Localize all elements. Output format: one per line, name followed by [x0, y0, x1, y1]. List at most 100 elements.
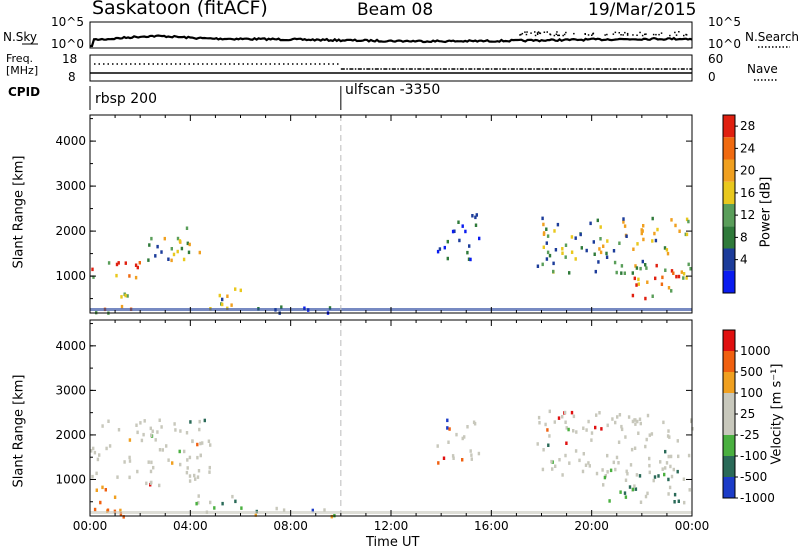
- power-echo-cell: [178, 239, 182, 243]
- power-echo-cell: [163, 236, 166, 241]
- velocity-echo-cell: [590, 438, 593, 442]
- velocity-echo-cell: [254, 513, 257, 517]
- velocity-echo-cell: [209, 500, 212, 505]
- velocity-echo-cell: [624, 478, 628, 482]
- power-echo-cell: [446, 256, 449, 261]
- velocity-echo-cell: [611, 417, 614, 421]
- power-echo-cell: [685, 276, 688, 280]
- velocity-colorbar-segment: [723, 456, 735, 477]
- power-echo-cell: [136, 265, 139, 270]
- power-echo-cell: [641, 259, 644, 264]
- velocity-echo-cell: [101, 424, 104, 428]
- velocity-echo-cell: [461, 436, 464, 441]
- velocity-echo-cell: [196, 455, 199, 460]
- power-echo-cell: [160, 250, 163, 254]
- velocity-echo-cell: [561, 415, 564, 419]
- velocity-echo-cell: [188, 455, 192, 460]
- power-echo-cell: [457, 220, 460, 224]
- velocity-echo-cell: [330, 514, 333, 519]
- noise-sky-label: N.Sky: [3, 30, 38, 44]
- velocity-echo-cell: [185, 431, 189, 435]
- power-echo-cell: [574, 257, 577, 261]
- velocity-echo-cell: [672, 467, 675, 472]
- velocity-echo-cell: [614, 420, 617, 425]
- power-echo-cell: [554, 248, 558, 252]
- velocity-echo-cell: [183, 449, 186, 454]
- noise-search-point: [557, 34, 559, 37]
- velocity-echo-cell: [587, 461, 590, 465]
- velocity-echo-cell: [446, 418, 449, 423]
- velocity-echo-cell: [470, 453, 473, 457]
- power-echo-cell: [542, 232, 546, 236]
- velocity-echo-cell: [145, 481, 148, 486]
- power-echo-cell: [156, 244, 159, 249]
- velocity-echo-cell: [648, 456, 651, 461]
- power-echo-cell: [176, 236, 180, 241]
- velocity-echo-cell: [451, 454, 455, 458]
- velocity-echo-cell: [578, 458, 581, 463]
- power-echo-cell: [468, 244, 471, 248]
- noise-search-point: [669, 34, 671, 37]
- power-echo-cell: [639, 266, 642, 271]
- velocity-echo-cell: [648, 463, 651, 468]
- velocity-echo-cell: [203, 418, 206, 423]
- noise-search-point: [644, 33, 646, 36]
- velocity-echo-cell: [570, 410, 574, 415]
- velocity-echo-cell: [631, 487, 635, 492]
- power-echo-cell: [154, 254, 157, 258]
- velocity-echo-cell: [683, 500, 686, 505]
- power-echo-cell: [585, 248, 588, 253]
- power-echo-cell: [605, 251, 608, 256]
- velocity-echo-cell: [644, 494, 648, 499]
- velocity-colorbar-tick-label: 100: [740, 386, 763, 400]
- noise-search-point: [660, 32, 663, 34]
- power-echo-cell: [552, 269, 555, 274]
- velocity-echo-cell: [565, 441, 568, 445]
- power-echo-cell: [474, 223, 478, 227]
- power-echo-cell: [280, 305, 283, 309]
- power-echo-cell: [150, 236, 153, 241]
- velocity-echo-cell: [128, 475, 131, 480]
- velocity-echo-cell: [629, 463, 633, 467]
- power-colorbar-tick-label: 20: [740, 164, 755, 178]
- velocity-echo-cell: [676, 469, 679, 474]
- velocity-ytick-label: 1000: [55, 472, 86, 486]
- power-echo-cell: [466, 250, 469, 255]
- x-tick-label: 04:00: [173, 519, 208, 533]
- velocity-echo-cell: [165, 444, 168, 448]
- power-echo-cell: [634, 264, 637, 268]
- power-echo-cell: [635, 266, 639, 270]
- power-echo-cell: [589, 221, 592, 226]
- power-colorbar-tick-label: 8: [740, 230, 748, 244]
- velocity-echo-cell: [463, 435, 466, 439]
- velocity-echo-cell: [108, 444, 112, 448]
- velocity-echo-cell: [436, 444, 439, 448]
- velocity-echo-cell: [174, 428, 177, 432]
- velocity-echo-cell: [542, 448, 545, 452]
- power-colorbar-segment: [723, 115, 735, 138]
- power-echo-cell: [666, 251, 670, 256]
- power-echo-cell: [653, 231, 656, 236]
- x-tick-label: 00:00: [73, 519, 108, 533]
- noise-search-point: [538, 32, 541, 34]
- power-echo-cell: [665, 248, 669, 252]
- velocity-echo-cell: [557, 416, 561, 420]
- nave-right-tick-bottom: 0: [708, 70, 716, 84]
- power-echo-cell: [167, 257, 170, 261]
- noise-search-point: [520, 33, 522, 36]
- velocity-echo-cell: [196, 475, 200, 479]
- power-echo-cell: [678, 229, 681, 233]
- velocity-echo-cell: [113, 495, 117, 499]
- noise-search-point: [683, 34, 685, 37]
- power-colorbar-segment: [723, 137, 735, 160]
- power-echo-cell: [541, 216, 544, 221]
- velocity-echo-cell: [544, 422, 547, 427]
- velocity-echo-cell: [645, 437, 648, 442]
- power-echo-cell: [674, 223, 677, 228]
- power-echo-cell: [461, 224, 464, 228]
- power-echo-cell: [556, 222, 560, 227]
- power-echo-cell: [561, 251, 564, 255]
- velocity-colorbar-segment: [723, 351, 735, 372]
- velocity-colorbar-tick-label: -25: [740, 428, 760, 442]
- velocity-colorbar-segment: [723, 414, 735, 435]
